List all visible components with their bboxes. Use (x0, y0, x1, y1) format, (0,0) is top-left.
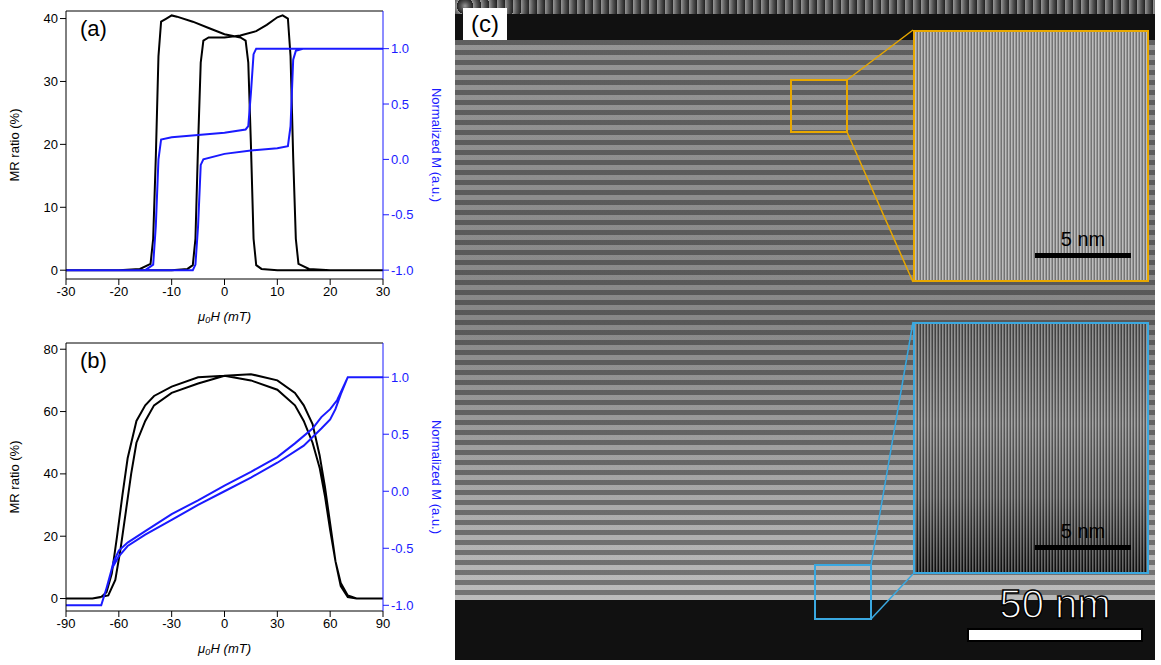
svg-text:μ₀H (mT): μ₀H (mT) (197, 641, 251, 656)
html-text:5 nm: 5 nm (1060, 520, 1106, 542)
svg-text:-0.5: -0.5 (391, 541, 413, 556)
html-text:(a): (a) (80, 16, 107, 41)
html-text:(c): (c) (471, 10, 499, 37)
html-text:(b): (b) (80, 348, 107, 373)
svg-text:90: 90 (376, 616, 390, 631)
svg-text:MR ratio (%): MR ratio (%) (7, 441, 22, 514)
svg-text:60: 60 (323, 616, 337, 631)
svg-text:0: 0 (221, 284, 228, 299)
svg-text:Normalized M (a.u.): Normalized M (a.u.) (429, 420, 444, 534)
svg-text:20: 20 (323, 284, 337, 299)
svg-text:40: 40 (44, 466, 58, 481)
svg-text:-90: -90 (57, 616, 76, 631)
svg-text:0: 0 (221, 616, 228, 631)
svg-text:80: 80 (44, 342, 58, 357)
svg-text:μ₀H (mT): μ₀H (mT) (197, 309, 251, 324)
svg-text:60: 60 (44, 404, 58, 419)
svg-text:0: 0 (51, 591, 58, 606)
svg-text:Normalized M (a.u.): Normalized M (a.u.) (429, 88, 444, 202)
svg-text:MR ratio (%): MR ratio (%) (7, 109, 22, 182)
svg-text:-60: -60 (109, 616, 128, 631)
svg-text:1.0: 1.0 (391, 370, 409, 385)
svg-text:30: 30 (376, 284, 390, 299)
svg-text:-30: -30 (162, 616, 181, 631)
svg-text:0.0: 0.0 (391, 484, 409, 499)
svg-text:10: 10 (270, 284, 284, 299)
svg-text:0: 0 (51, 263, 58, 278)
html-text:5 nm: 5 nm (1060, 228, 1106, 250)
svg-text:-10: -10 (162, 284, 181, 299)
svg-text:-0.5: -0.5 (391, 207, 413, 222)
svg-text:10: 10 (44, 200, 58, 215)
svg-text:-1.0: -1.0 (391, 598, 413, 613)
svg-text:-1.0: -1.0 (391, 263, 413, 278)
svg-text:-30: -30 (57, 284, 76, 299)
svg-text:30: 30 (270, 616, 284, 631)
html-text:50 nm: 50 nm (999, 582, 1111, 626)
svg-text:1.0: 1.0 (391, 41, 409, 56)
svg-text:0.0: 0.0 (391, 152, 409, 167)
svg-text:20: 20 (44, 529, 58, 544)
svg-text:0.5: 0.5 (391, 427, 409, 442)
svg-text:30: 30 (44, 74, 58, 89)
svg-text:20: 20 (44, 137, 58, 152)
svg-text:40: 40 (44, 11, 58, 26)
svg-text:0.5: 0.5 (391, 97, 409, 112)
svg-text:-20: -20 (109, 284, 128, 299)
